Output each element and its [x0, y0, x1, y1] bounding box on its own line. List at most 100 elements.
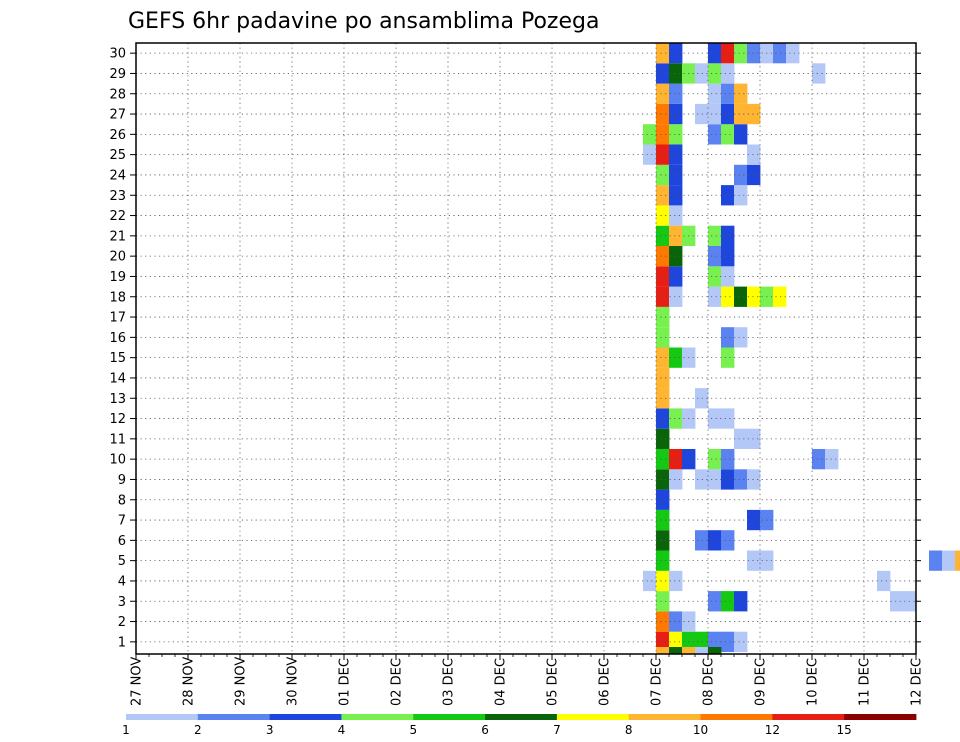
x-tick-label: 29 NOV	[234, 657, 249, 706]
legend-swatch-4	[341, 714, 414, 720]
cell-member-7-step-47	[747, 509, 761, 531]
legend-label: 8	[625, 723, 633, 737]
cell-member-24-step-47	[747, 164, 761, 186]
cell-member-24-step-41	[669, 164, 683, 186]
cell-member-1-step-44	[708, 631, 722, 652]
cell-member-19-step-44	[708, 266, 722, 287]
cell-strip-step-40	[656, 647, 670, 654]
y-tick-label: 24	[109, 168, 126, 183]
cell-member-10-step-52	[812, 449, 826, 470]
legend-label: 1	[122, 723, 130, 737]
cell-member-6-step-40	[656, 530, 670, 551]
legend-label: 2	[194, 723, 202, 737]
cell-member-12-step-41	[669, 408, 683, 429]
cell-member-28-step-46	[734, 83, 748, 104]
cell-strip-step-44	[708, 647, 722, 654]
cell-member-6-step-44	[708, 530, 722, 551]
cell-member-24-step-40	[656, 164, 670, 186]
legend-label: 10	[693, 723, 708, 737]
cell-member-30-step-41	[669, 43, 683, 64]
legend-label: 15	[837, 723, 852, 737]
y-tick-label: 21	[109, 229, 126, 244]
y-tick-label: 4	[118, 574, 126, 589]
y-tick-label: 19	[109, 270, 126, 285]
cell-member-21-step-41	[669, 225, 683, 246]
cell-member-12-step-40	[656, 408, 670, 429]
cell-member-10-step-40	[656, 449, 670, 470]
y-tick-label: 6	[118, 534, 126, 549]
x-tick-label: 09 DEC	[754, 658, 769, 706]
cell-member-25-step-40	[656, 144, 670, 165]
cell-member-29-step-52	[812, 63, 826, 84]
cell-member-18-step-49	[773, 286, 787, 307]
cell-member-10-step-45	[721, 449, 735, 470]
y-tick-label: 20	[109, 250, 126, 265]
cell-member-27-step-45	[721, 103, 735, 125]
cell-member-15-step-45	[721, 347, 735, 368]
cell-member-27-step-41	[669, 103, 683, 125]
x-axis: 27 NOV 28 NOV 29 NOV 30 NOV 01 DEC 02 DEC 03 D…	[130, 654, 925, 706]
cell-member-9-step-45	[721, 469, 735, 490]
cell-member-30-step-50	[786, 43, 800, 64]
cell-member-18-step-45	[721, 286, 735, 307]
cell-member-21-step-40	[656, 225, 670, 246]
cell-member-20-step-40	[656, 246, 670, 267]
cell-member-9-step-43	[695, 469, 709, 490]
cell-member-29-step-40	[656, 63, 670, 84]
cell-member-22-step-41	[669, 205, 683, 226]
legend-label: 4	[338, 723, 346, 737]
cell-member-5-step-61	[929, 550, 943, 571]
cell-member-30-step-46	[734, 43, 748, 64]
cell-member-17-step-40	[656, 306, 670, 328]
x-tick-label: 02 DEC	[390, 658, 405, 706]
x-tick-label: 12 DEC	[910, 658, 925, 706]
cell-member-8-step-40	[656, 489, 670, 510]
cell-strip-step-42	[682, 647, 696, 654]
cell-member-20-step-44	[708, 246, 722, 267]
cell-member-1-step-41	[669, 631, 683, 652]
y-tick-label: 2	[118, 615, 126, 630]
y-tick-label: 13	[109, 392, 126, 407]
cell-member-19-step-40	[656, 266, 670, 287]
cell-member-28-step-45	[721, 83, 735, 104]
y-tick-label: 17	[109, 311, 126, 326]
cell-strip-step-41	[669, 647, 683, 654]
y-tick-label: 14	[109, 371, 126, 386]
cell-member-28-step-41	[669, 83, 683, 104]
cell-member-18-step-41	[669, 286, 683, 307]
x-tick-label: 08 DEC	[702, 658, 717, 706]
cell-member-9-step-44	[708, 469, 722, 490]
cell-member-15-step-41	[669, 347, 683, 368]
legend-swatch-8	[628, 714, 701, 720]
y-tick-label: 10	[109, 453, 126, 468]
cell-member-25-step-39	[643, 144, 657, 165]
cell-member-23-step-45	[721, 185, 735, 206]
legend-swatch-1	[126, 714, 199, 720]
cell-member-20-step-41	[669, 246, 683, 267]
cell-member-26-step-45	[721, 124, 735, 145]
legend-label: 7	[553, 723, 561, 737]
cell-member-20-step-45	[721, 246, 735, 267]
x-tick-label: 11 DEC	[858, 658, 873, 706]
y-tick-label: 11	[109, 432, 126, 447]
cell-member-21-step-44	[708, 225, 722, 246]
legend-swatch-9	[700, 714, 773, 720]
legend-label: 3	[266, 723, 274, 737]
y-tick-label: 12	[109, 412, 126, 427]
cell-member-6-step-43	[695, 530, 709, 551]
cell-member-5-step-40	[656, 550, 670, 571]
y-tick-label: 18	[109, 290, 126, 305]
cell-member-12-step-44	[708, 408, 722, 429]
cell-member-18-step-40	[656, 286, 670, 307]
heatmap-cells	[643, 43, 960, 654]
cell-member-19-step-45	[721, 266, 735, 287]
cell-member-23-step-46	[734, 185, 748, 206]
cell-member-5-step-47	[747, 550, 761, 571]
cell-member-2-step-40	[656, 611, 670, 632]
cell-member-26-step-39	[643, 124, 657, 145]
cell-member-13-step-40	[656, 388, 670, 409]
legend-swatch-11	[844, 714, 917, 720]
legend-label: 5	[409, 723, 417, 737]
grid-lines	[136, 43, 916, 654]
y-tick-label: 7	[118, 514, 126, 529]
